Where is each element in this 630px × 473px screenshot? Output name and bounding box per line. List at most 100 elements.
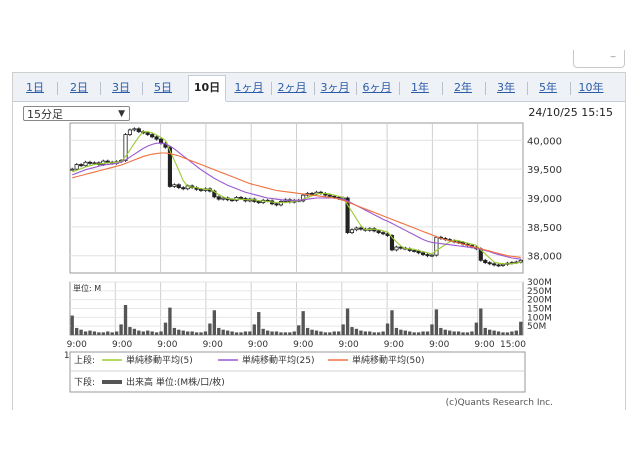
volume-bar bbox=[261, 328, 265, 335]
volume-bar bbox=[363, 331, 368, 335]
price-candle-body bbox=[216, 196, 221, 200]
volume-bar bbox=[337, 331, 341, 335]
volume-bar bbox=[292, 331, 296, 335]
x-tick-time: 9:00 bbox=[474, 340, 494, 350]
timestamp: 24/10/25 15:15 bbox=[528, 106, 613, 119]
chevron-down-icon: ▼ bbox=[118, 109, 125, 119]
volume-bar bbox=[323, 332, 328, 335]
volume-bar bbox=[92, 331, 97, 335]
volume-bar bbox=[403, 330, 407, 335]
volume-bar bbox=[177, 329, 181, 335]
volume-bar bbox=[252, 324, 256, 335]
price-candle-body bbox=[394, 246, 399, 251]
moving-average-line-2 bbox=[72, 142, 521, 260]
volume-bar bbox=[230, 331, 234, 335]
tab-separator bbox=[313, 82, 315, 95]
tab-7[interactable]: 2ヶ月 bbox=[277, 81, 307, 94]
volume-bar bbox=[203, 331, 208, 335]
volume-bar bbox=[79, 329, 83, 335]
price-candle-body bbox=[127, 129, 133, 135]
tab-separator bbox=[484, 82, 486, 95]
x-tick-time: 9:00 bbox=[248, 340, 268, 350]
volume-bar bbox=[239, 332, 243, 335]
price-candle-body bbox=[349, 229, 355, 234]
volume-bar bbox=[265, 330, 270, 335]
tab-separator bbox=[142, 82, 143, 95]
price-candle-body bbox=[416, 250, 421, 254]
tab-8[interactable]: 3ヶ月 bbox=[320, 81, 350, 94]
tab-2[interactable]: 2日 bbox=[70, 81, 88, 94]
price-tick-label: 38,000 bbox=[527, 252, 562, 263]
price-candle-body bbox=[327, 194, 332, 197]
price-candle-body bbox=[429, 254, 435, 257]
volume-bar bbox=[319, 331, 323, 335]
price-candle-body bbox=[332, 195, 337, 198]
volume-bar bbox=[510, 331, 514, 335]
volume-bar bbox=[119, 324, 123, 335]
x-tick-time: 9:00 bbox=[112, 340, 132, 350]
volume-bar bbox=[274, 331, 279, 335]
price-candle-body bbox=[274, 203, 279, 206]
x-tick-time: 9:00 bbox=[429, 340, 449, 350]
price-candle-body bbox=[176, 184, 181, 189]
tab-3[interactable]: 3日 bbox=[112, 81, 130, 94]
tab-13[interactable]: 5年 bbox=[539, 81, 557, 94]
volume-bar bbox=[70, 315, 74, 335]
price-candle-body bbox=[70, 168, 75, 171]
x-tick-time: 9:00 bbox=[67, 340, 87, 350]
price-candle-body bbox=[230, 199, 235, 202]
volume-bar bbox=[470, 331, 474, 335]
volume-bar bbox=[270, 331, 274, 335]
tab-4[interactable]: 5日 bbox=[154, 81, 172, 94]
volume-bar bbox=[434, 309, 439, 335]
tab-separator bbox=[527, 82, 528, 95]
volume-bar bbox=[208, 323, 212, 335]
volume-bar bbox=[243, 331, 248, 335]
tab-6[interactable]: 1ヶ月 bbox=[234, 81, 264, 94]
price-candle-body bbox=[354, 227, 359, 231]
volume-bar bbox=[519, 321, 523, 335]
volume-bar bbox=[159, 331, 163, 335]
x-tick-time: 9:00 bbox=[384, 340, 404, 350]
tab-5[interactable]: 10日 bbox=[188, 75, 226, 102]
top-menu-button[interactable]: ‒ bbox=[573, 50, 625, 68]
volume-bar bbox=[154, 332, 159, 335]
volume-bar bbox=[137, 330, 141, 335]
volume-bar bbox=[248, 331, 252, 335]
price-candle-body bbox=[487, 262, 492, 265]
price-candle-body bbox=[154, 136, 159, 140]
tab-14[interactable]: 10年 bbox=[578, 81, 604, 94]
price-candle-body bbox=[79, 164, 84, 167]
volume-bar bbox=[141, 331, 145, 335]
price-candle-body bbox=[381, 232, 386, 235]
tab-separator bbox=[569, 82, 571, 95]
price-candle-body bbox=[358, 227, 363, 230]
tab-10[interactable]: 1年 bbox=[411, 81, 429, 94]
volume-bar bbox=[314, 330, 319, 335]
legend-upper-label: 上段: bbox=[74, 354, 95, 366]
price-candle-body bbox=[518, 259, 523, 263]
volume-bar bbox=[430, 324, 434, 335]
volume-unit-label: 単位: M bbox=[73, 283, 101, 293]
price-candle-body bbox=[492, 263, 497, 266]
volume-bar bbox=[217, 327, 221, 335]
x-tick-time: 15:00 bbox=[500, 340, 526, 350]
volume-bar bbox=[199, 332, 203, 335]
price-candle-body bbox=[136, 128, 141, 133]
volume-tick-label: 50M bbox=[527, 322, 546, 332]
volume-bar bbox=[496, 331, 501, 335]
price-candle-body bbox=[376, 230, 381, 234]
legend-item-label: 単純移動平均(50) bbox=[352, 354, 424, 366]
price-candle-body bbox=[238, 197, 244, 199]
price-candle-body bbox=[92, 162, 97, 165]
tab-9[interactable]: 6ヶ月 bbox=[362, 81, 392, 94]
volume-bar bbox=[452, 331, 456, 335]
price-candle-body bbox=[198, 188, 204, 191]
tab-1[interactable]: 1日 bbox=[26, 81, 44, 94]
copyright: (c)Quants Research Inc. bbox=[446, 398, 553, 408]
interval-select[interactable]: 15分足 ▼ bbox=[23, 106, 130, 121]
volume-bar bbox=[439, 327, 443, 335]
tab-11[interactable]: 2年 bbox=[454, 81, 472, 94]
volume-bar bbox=[128, 327, 132, 335]
tab-12[interactable]: 3年 bbox=[497, 81, 515, 94]
